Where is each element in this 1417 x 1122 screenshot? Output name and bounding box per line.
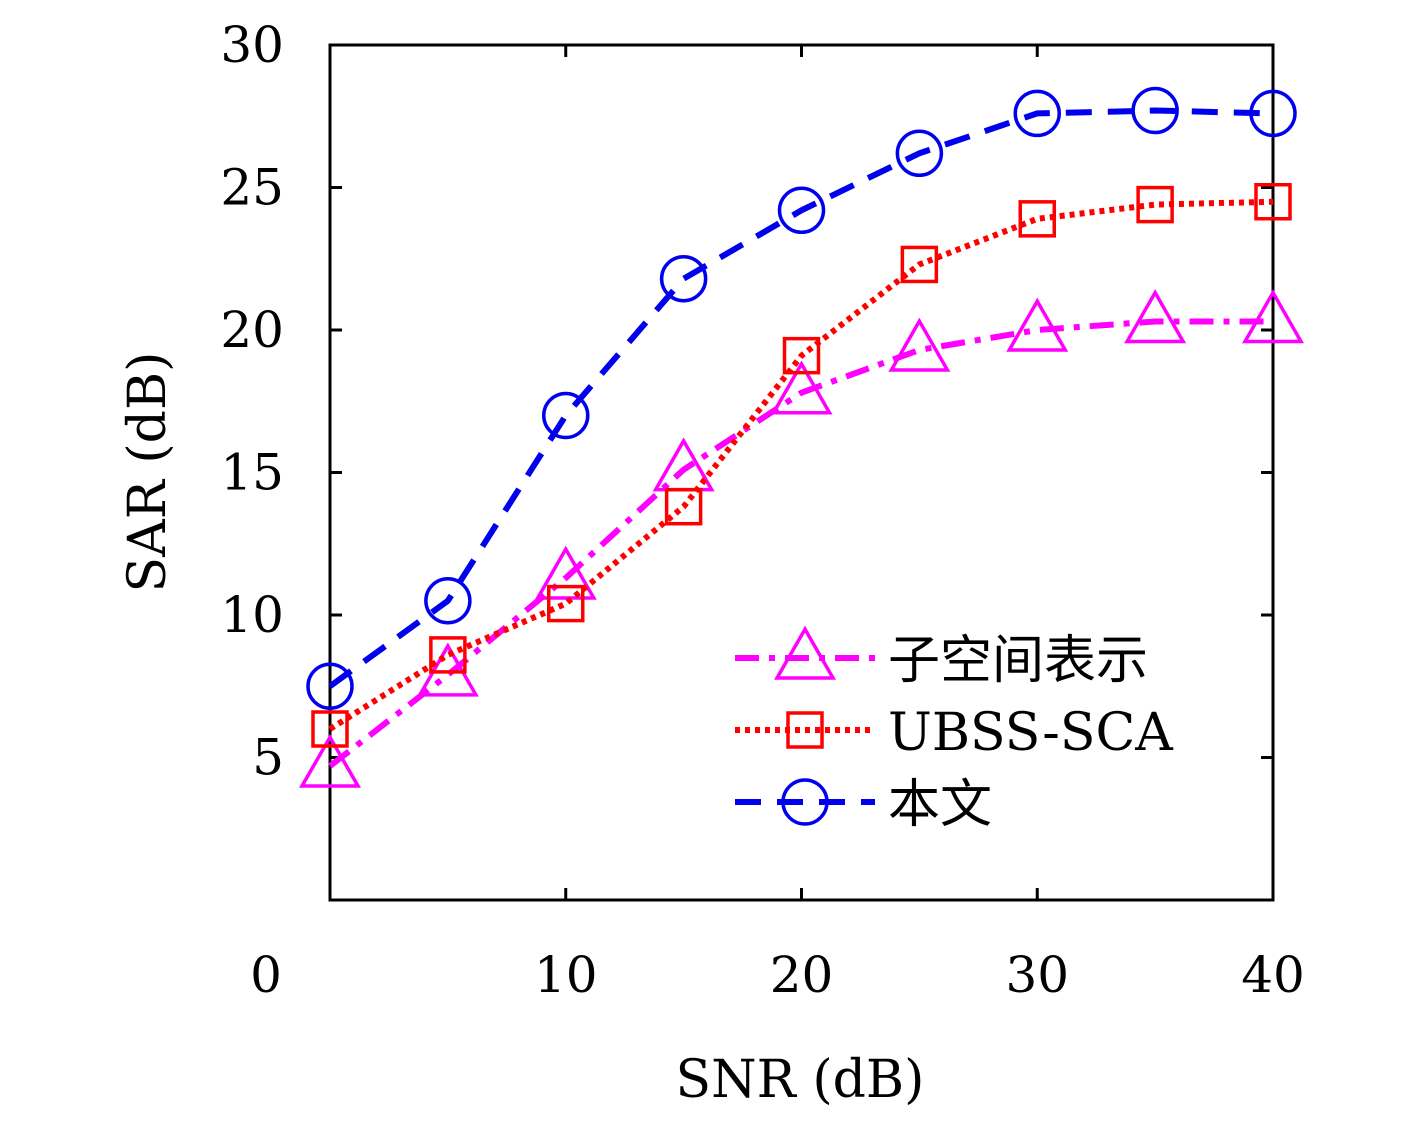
- x-tick-label: 10: [534, 946, 598, 1004]
- data-point-series-2: [547, 584, 585, 623]
- data-point-series-2: [1254, 183, 1292, 221]
- x-tick-label: 20: [770, 946, 834, 1004]
- x-tick-label: 40: [1241, 946, 1305, 1004]
- data-point-series-2: [1136, 185, 1174, 224]
- x-tick-label: 30: [1005, 946, 1069, 1004]
- data-point-series-1: [1006, 297, 1069, 352]
- data-point-series-1: [1124, 289, 1187, 344]
- legend-marker: [773, 625, 837, 680]
- legend-marker: [781, 778, 829, 826]
- x-axis-title: SNR (dB): [676, 1050, 925, 1110]
- y-tick-label: 30: [220, 16, 284, 74]
- data-point-series-3: [424, 577, 472, 625]
- data-point-series-2: [900, 245, 939, 284]
- data-point-series-1: [770, 360, 833, 415]
- data-point-series-2: [664, 487, 703, 526]
- y-tick-label: 20: [220, 301, 284, 359]
- data-point-series-3: [777, 186, 826, 235]
- data-point-series-3: [659, 254, 708, 303]
- y-tick-label: 15: [220, 444, 284, 502]
- y-tick-label: 5: [252, 729, 284, 787]
- data-point-series-1: [888, 317, 951, 372]
- legend-item-2: UBSS-SCA: [735, 703, 1174, 763]
- data-point-series-1: [298, 733, 362, 788]
- legend-label: 本文: [888, 775, 992, 835]
- plot-frame: [328, 43, 1275, 902]
- data-point-series-3: [895, 129, 944, 178]
- data-point-series-3: [1249, 89, 1297, 138]
- legend: 子空间表示 UBSS-SCA 本文: [735, 625, 1174, 835]
- data-point-series-1: [1241, 289, 1305, 344]
- legend-label: UBSS-SCA: [888, 703, 1174, 763]
- x-tick-label: 0: [250, 946, 282, 1004]
- series-line-2: [328, 198, 1274, 732]
- y-tick-label: 10: [220, 586, 284, 644]
- series-line-3: [328, 107, 1274, 689]
- legend-item-3: 本文: [735, 775, 992, 835]
- data-point-series-3: [1013, 89, 1061, 138]
- data-point-series-2: [429, 636, 467, 674]
- y-tick-label: 25: [220, 159, 284, 217]
- y-axis-title: SAR (dB): [118, 352, 178, 593]
- data-point-series-3: [306, 662, 354, 710]
- data-point-series-2: [1018, 200, 1056, 238]
- data-point-series-3: [1131, 86, 1179, 135]
- data-point-series-1: [534, 545, 597, 600]
- data-point-series-3: [542, 391, 590, 440]
- series-line-1: [328, 318, 1273, 769]
- legend-marker: [786, 711, 824, 749]
- legend-item-1: 子空间表示: [735, 625, 1148, 691]
- legend-label: 子空间表示: [888, 631, 1148, 691]
- data-point-series-2: [782, 336, 821, 375]
- data-point-series-2: [311, 710, 349, 748]
